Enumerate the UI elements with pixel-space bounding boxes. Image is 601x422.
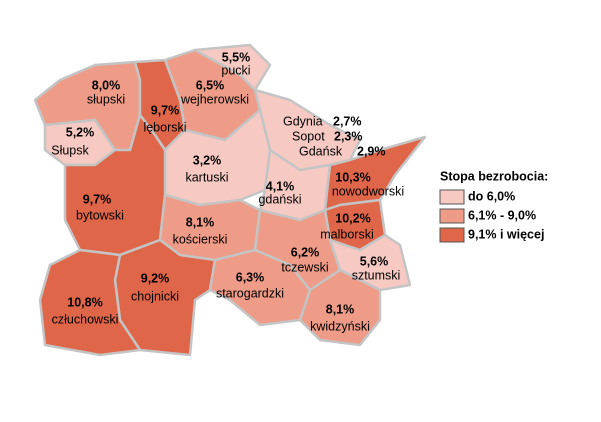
region-value: 3,2%	[193, 153, 222, 167]
region-value: 5,2%	[66, 125, 95, 139]
legend-label: 6,1% - 9,0%	[468, 208, 536, 222]
region-name: pucki	[221, 63, 250, 77]
region-name: lęborski	[143, 120, 186, 134]
region-name: kwidzyński	[310, 319, 370, 333]
region	[298, 268, 382, 347]
region-value: 9,7%	[151, 103, 180, 117]
region-name: malborski	[320, 227, 374, 241]
region-value: 9,7%	[83, 192, 112, 206]
region-value: 8,1%	[326, 302, 355, 316]
legend-label: 9,1% i więcej	[468, 227, 544, 241]
region	[38, 248, 142, 357]
region-value: 2,3%	[334, 129, 363, 143]
labels: 5,5% pucki 8,0% słupski 6,5% wejherowski…	[51, 50, 404, 333]
region-name: wejherowski	[180, 92, 249, 106]
region-name: kartuski	[185, 170, 228, 184]
region-value: 8,1%	[186, 215, 215, 229]
region-value: 6,3%	[236, 270, 265, 284]
legend-swatch	[439, 189, 465, 205]
region-name: Gdynia	[283, 114, 323, 128]
region-name: człuchowski	[52, 312, 119, 326]
region-value: 6,5%	[196, 78, 225, 92]
region-value: 10,2%	[335, 211, 370, 225]
legend-swatch	[439, 227, 465, 243]
region-name: nowodworski	[332, 184, 404, 198]
legend-title: Stopa bezrobocia:	[440, 169, 548, 183]
region-value: 10,3%	[335, 170, 370, 184]
region-name: kościerski	[173, 232, 228, 246]
region-value: 2,7%	[333, 114, 362, 128]
region-name: Gdańsk	[299, 144, 343, 158]
legend: Stopa bezrobocia: do 6,0% 6,1% - 9,0% 9,1%…	[439, 169, 548, 243]
region-name: Sopot	[292, 129, 325, 143]
region-value: 5,5%	[222, 50, 251, 64]
region-name: sztumski	[352, 268, 401, 282]
region-value: 4,1%	[266, 179, 295, 193]
region-name: słupski	[87, 92, 125, 106]
region-value: 2,9%	[357, 144, 386, 158]
region-name: bytowski	[76, 208, 124, 222]
region-value: 5,6%	[360, 254, 389, 268]
region-value: 8,0%	[92, 78, 121, 92]
region-name: chojnicki	[131, 289, 179, 303]
region	[328, 233, 412, 292]
region-value: 6,2%	[291, 245, 320, 259]
regions	[33, 43, 427, 357]
region-name: Słupsk	[51, 143, 89, 157]
region-value: 9,2%	[141, 271, 170, 285]
legend-swatch	[439, 208, 465, 224]
region-value: 10,8%	[67, 295, 102, 309]
region-name: tczewski	[281, 260, 328, 274]
legend-label: do 6,0%	[468, 189, 515, 203]
region-name: starogardzki	[216, 286, 284, 300]
region-name: gdański	[258, 192, 301, 206]
